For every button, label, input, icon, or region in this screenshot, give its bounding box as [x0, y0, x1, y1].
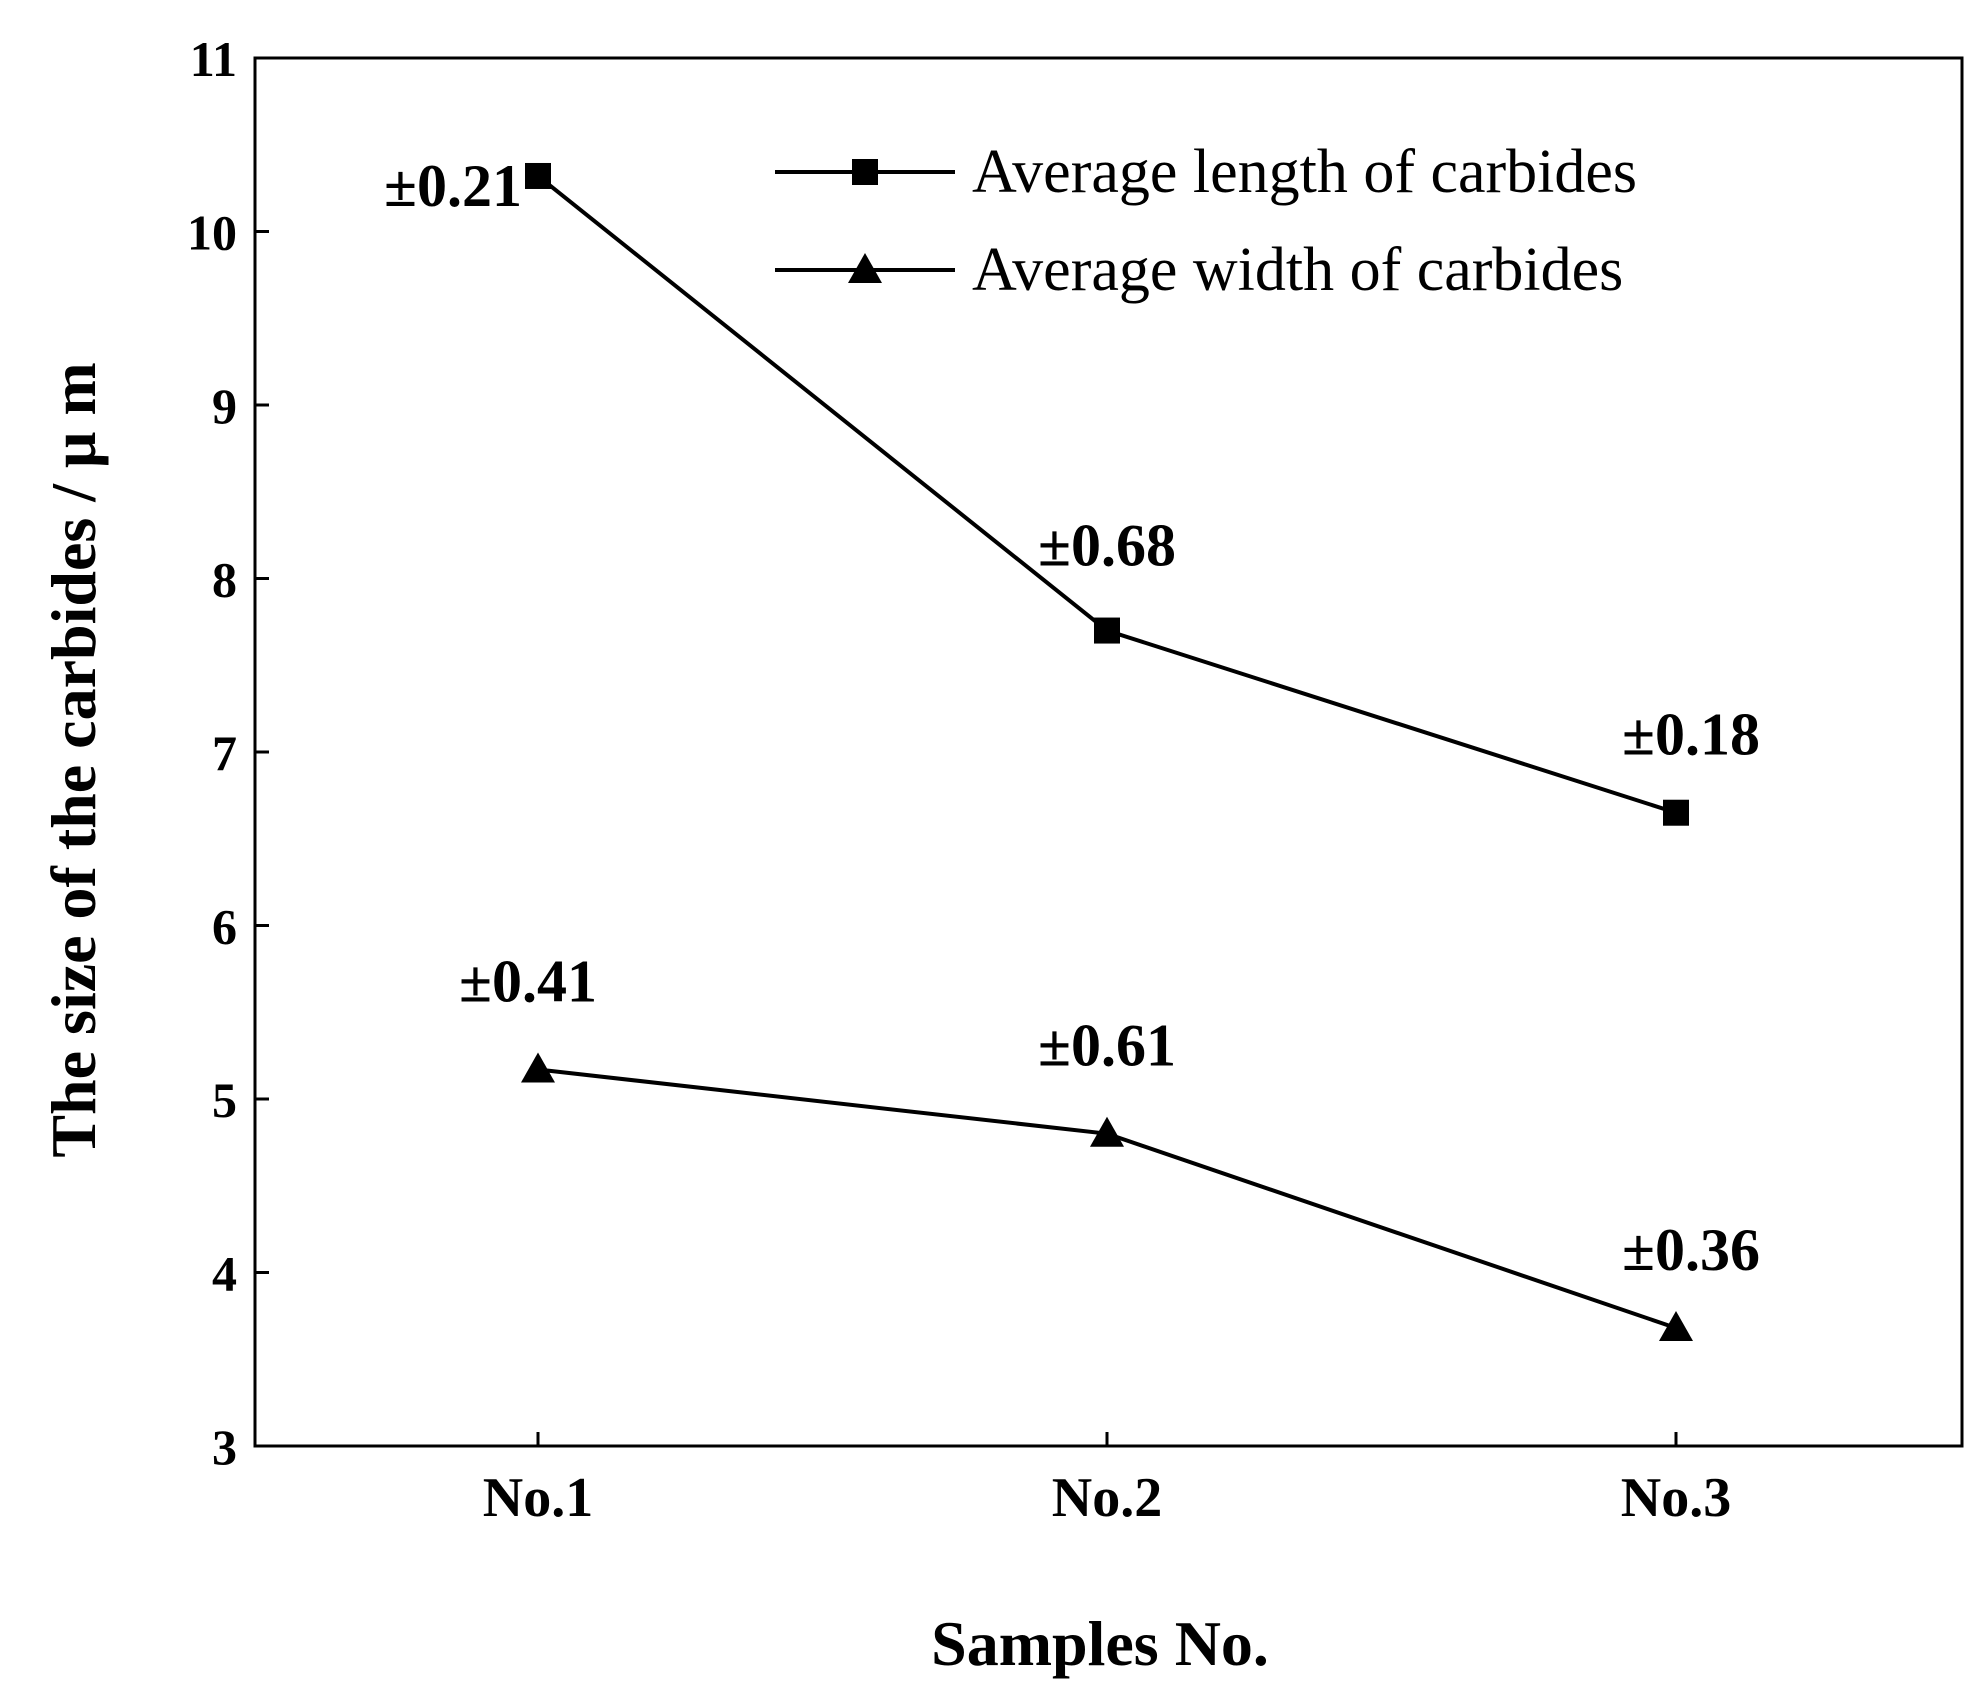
- y-tick-label: 11: [190, 31, 237, 87]
- y-tick-label: 7: [212, 725, 237, 781]
- x-axis-title: Samples No.: [931, 1608, 1269, 1679]
- y-tick-label: 10: [187, 205, 237, 261]
- error-label: ±0.36: [1622, 1217, 1760, 1283]
- y-tick-label: 8: [212, 552, 237, 608]
- x-tick-label: No.3: [1621, 1467, 1731, 1529]
- y-tick-label: 9: [212, 378, 237, 434]
- data-point-series-1: [525, 162, 551, 189]
- y-tick-label: 3: [212, 1419, 237, 1475]
- legend-label-1: Average length of carbides: [972, 138, 1637, 206]
- y-tick-label: 6: [212, 899, 237, 955]
- data-point-series-2: [521, 1052, 555, 1083]
- y-tick-label: 5: [212, 1072, 237, 1128]
- y-axis-title: The size of the carbides / μ m: [38, 362, 109, 1157]
- legend-marker-1: [852, 159, 878, 185]
- data-point-series-2: [1659, 1311, 1693, 1342]
- data-point-series-1: [1094, 617, 1120, 644]
- error-label: ±0.21: [384, 153, 522, 219]
- data-point-series-1: [1663, 799, 1689, 826]
- error-label: ±0.41: [459, 949, 597, 1015]
- error-label: ±0.68: [1038, 513, 1176, 579]
- error-label: ±0.18: [1622, 702, 1760, 768]
- error-label: ±0.61: [1038, 1013, 1176, 1079]
- y-tick-label: 4: [212, 1246, 237, 1302]
- legend-label-2: Average width of carbides: [972, 236, 1623, 304]
- x-tick-label: No.1: [483, 1467, 593, 1529]
- data-point-series-2: [1090, 1116, 1124, 1147]
- legend-marker-2: [848, 253, 882, 283]
- x-tick-label: No.2: [1052, 1467, 1162, 1529]
